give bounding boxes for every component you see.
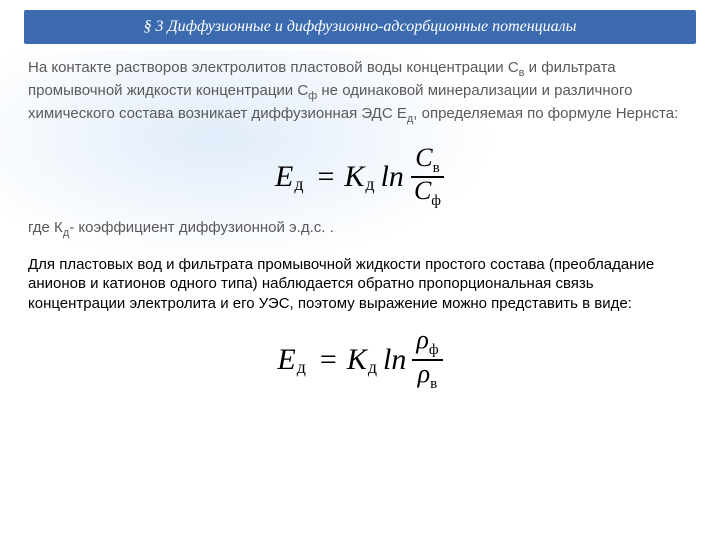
formula-2: Eд = Kд ln ρф ρв (277, 327, 442, 391)
f2-eq: = (320, 343, 337, 377)
f1-E-sub: д (294, 174, 303, 195)
f2-den-sub: в (430, 376, 437, 392)
f2-ln: ln (383, 343, 406, 377)
f2-K-sub: д (368, 357, 377, 378)
f1-num-sub: в (433, 160, 440, 176)
f1-E: E (275, 160, 293, 194)
f1-K: K (344, 160, 364, 194)
p2-text: Для пластовых вод и фильтрата промывочно… (28, 256, 654, 312)
f1-den-var: C (414, 176, 431, 205)
section-title: § 3 Диффузионные и диффузионно-адсорбцио… (144, 18, 577, 35)
where-t2: - коэффициент диффузионной э.д.с. . (69, 219, 334, 236)
f1-eq: = (317, 160, 334, 194)
section-header: § 3 Диффузионные и диффузионно-адсорбцио… (24, 10, 696, 44)
formula-1: Eд = Kд ln Cв Cф (275, 145, 445, 209)
f2-num-var: ρ (416, 325, 428, 354)
formula-2-container: Eд = Kд ln ρф ρв (0, 327, 720, 391)
f2-den-var: ρ (418, 359, 430, 388)
intro-paragraph: На контакте растворов электролитов пласт… (28, 58, 692, 127)
f1-K-sub: д (365, 174, 374, 195)
f1-den-sub: ф (431, 193, 441, 209)
f2-num-sub: ф (429, 343, 439, 359)
f1-fraction: Cв Cф (410, 145, 445, 209)
p1-t4: , определяемая по формуле Нернста: (413, 105, 678, 122)
p1-s2: ф (308, 90, 317, 102)
f1-num-var: C (415, 143, 432, 172)
f2-fraction: ρф ρв (412, 327, 442, 391)
formula-1-container: Eд = Kд ln Cв Cф (28, 145, 692, 209)
where-clause: где Кд- коэффициент диффузионной э.д.с. … (28, 219, 692, 239)
content-block-1: На контакте растворов электролитов пласт… (0, 44, 720, 239)
f2-E: E (277, 343, 295, 377)
p1-t1: На контакте растворов электролитов пласт… (28, 59, 519, 76)
paragraph-2: Для пластовых вод и фильтрата промывочно… (0, 255, 720, 314)
f2-E-sub: д (297, 357, 306, 378)
f2-K: K (347, 343, 367, 377)
f1-ln: ln (381, 160, 404, 194)
where-t1: где К (28, 219, 63, 236)
